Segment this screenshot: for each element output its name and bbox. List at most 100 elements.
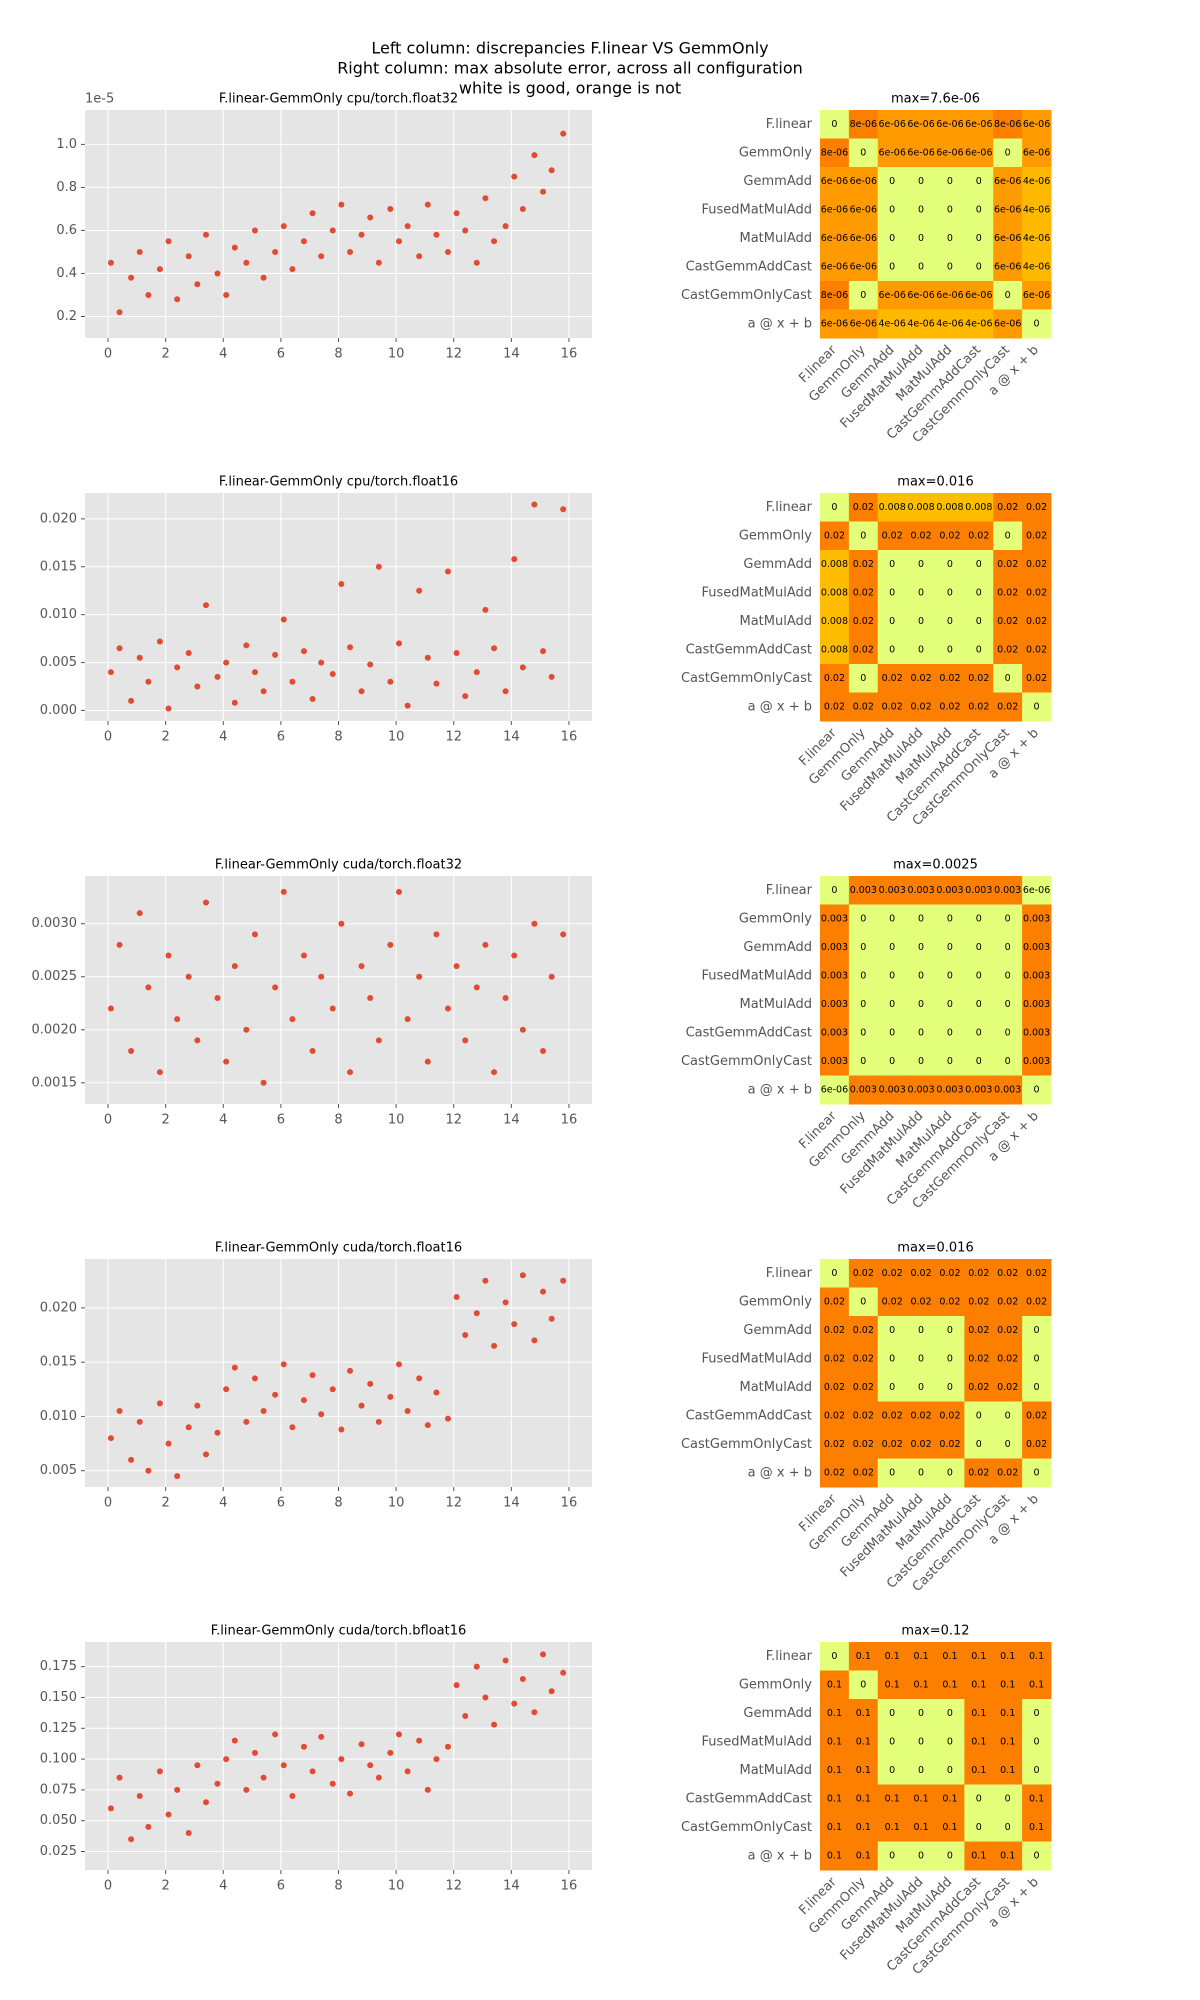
point — [107, 1805, 114, 1812]
x-tick-label: 2 — [162, 1496, 170, 1511]
heatmap-cell — [906, 1018, 936, 1048]
cell-label: 0.02 — [968, 1353, 989, 1364]
heatmap-cell — [906, 1642, 936, 1671]
cell-label: 0 — [976, 942, 982, 953]
heatmap-cell — [848, 1642, 879, 1671]
heatmap-cell — [1022, 578, 1052, 608]
heatmap-cell — [1022, 692, 1052, 722]
cell-label: 0.02 — [853, 701, 874, 712]
point — [260, 1408, 267, 1414]
point — [482, 941, 489, 948]
cell-label: 0 — [889, 1708, 895, 1719]
cell-label: 0.02 — [853, 1410, 874, 1421]
cell-label: 0 — [918, 913, 924, 924]
heatmap-cell — [1022, 195, 1052, 225]
cell-label: 0.02 — [1026, 673, 1047, 684]
heatmap-cell — [877, 1259, 908, 1288]
y-tick-label: MatMulAdd — [739, 231, 812, 246]
point — [136, 910, 143, 917]
x-tick-label: 4 — [219, 1496, 227, 1511]
heatmap-cell — [964, 578, 994, 608]
cell-label: 0 — [976, 1027, 982, 1038]
point — [194, 1402, 201, 1409]
cell-label: 0.1 — [856, 1765, 871, 1776]
heatmap-cell — [1022, 550, 1052, 579]
cell-label: 6e-06 — [850, 233, 877, 244]
y-tick-label: GemmOnly — [739, 911, 812, 926]
heatmap-cell — [877, 521, 908, 551]
heatmap-cell — [964, 1316, 994, 1345]
chart-title: max=0.12 — [901, 1624, 969, 1639]
heatmap-cell — [1022, 1430, 1052, 1459]
heatmap-cell — [964, 1841, 994, 1871]
cell-label: 0.1 — [914, 1651, 929, 1662]
cell-label: 0.02 — [882, 1439, 903, 1450]
x-tick-label: 14 — [503, 1496, 520, 1511]
cell-label: 0 — [1005, 290, 1011, 301]
heatmap-cell — [820, 1018, 850, 1048]
point — [395, 1361, 402, 1368]
heatmap-cell — [848, 521, 879, 551]
point — [462, 1332, 469, 1338]
cell-label: 0.1 — [885, 1651, 900, 1662]
cell-label: 0.02 — [824, 1353, 845, 1364]
heatmap-cell — [935, 692, 965, 722]
y-tick-label: GemmAdd — [743, 940, 812, 955]
point — [347, 248, 354, 255]
point — [404, 1768, 411, 1775]
heatmap-cell — [1022, 1344, 1052, 1374]
cell-label: 0.1 — [856, 1822, 871, 1833]
y-tick-label: F.linear — [766, 500, 813, 515]
cell-label: 0.1 — [827, 1679, 842, 1690]
point — [156, 266, 163, 273]
cell-label: 0.02 — [939, 1410, 960, 1421]
point — [338, 1756, 345, 1763]
heatmap-cell — [906, 224, 936, 253]
heatmap-cell — [993, 195, 1023, 225]
cell-label: 0 — [889, 204, 895, 215]
cell-label: 0.003 — [936, 1084, 963, 1095]
cell-label: 0.02 — [1026, 1268, 1047, 1279]
cell-label: 0.008 — [907, 502, 934, 513]
cell-label: 0 — [947, 1056, 953, 1067]
heatmap-cell — [993, 1784, 1023, 1814]
cell-label: 0.02 — [853, 1467, 874, 1478]
cell-label: 6e-06 — [994, 176, 1021, 187]
cell-label: 0.003 — [821, 942, 848, 953]
cell-label: 0 — [918, 233, 924, 244]
cell-label: 0 — [947, 970, 953, 981]
cell-label: 0 — [889, 616, 895, 627]
cell-label: 0 — [860, 913, 866, 924]
heatmap-cell — [935, 1373, 965, 1402]
heatmap-cell — [820, 1316, 850, 1345]
heatmap-cell — [820, 138, 850, 168]
point — [347, 1069, 354, 1076]
y-tick-label: GemmOnly — [739, 1294, 812, 1309]
point — [548, 1315, 555, 1322]
heatmap-cell — [935, 1784, 965, 1814]
cell-label: 0 — [918, 999, 924, 1010]
y-tick-label: CastGemmAddCast — [686, 1408, 812, 1423]
y-tick-label: 0.0015 — [32, 1075, 78, 1090]
heatmap-cell — [820, 1075, 850, 1105]
cell-label: 0 — [976, 616, 982, 627]
cell-label: 0 — [1034, 1325, 1040, 1336]
cell-label: 0.02 — [997, 701, 1018, 712]
point — [416, 1375, 423, 1382]
cell-label: 0 — [1005, 1822, 1011, 1833]
point — [511, 173, 518, 180]
x-tick-label: 2 — [162, 730, 170, 745]
cell-label: 0.02 — [853, 502, 874, 513]
point — [433, 1756, 440, 1763]
heatmap-cell — [964, 1699, 994, 1728]
cell-label: 6e-06 — [878, 119, 905, 130]
heatmap-cell — [820, 224, 850, 253]
point — [395, 640, 402, 647]
cell-label: 0.1 — [942, 1822, 957, 1833]
point — [424, 201, 431, 208]
point — [491, 238, 498, 245]
figure-title: Right column: max absolute error, across… — [337, 59, 803, 78]
cell-label: 0.02 — [824, 673, 845, 684]
point — [223, 659, 230, 666]
cell-label: 0 — [918, 1353, 924, 1364]
